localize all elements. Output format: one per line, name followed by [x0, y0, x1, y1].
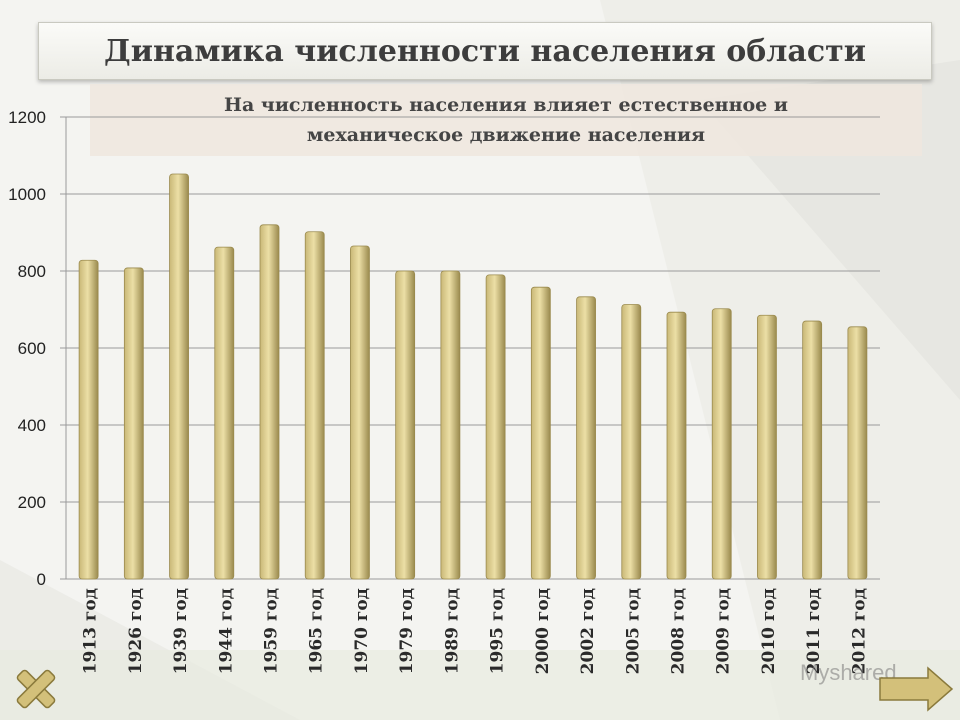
bar — [259, 224, 280, 580]
y-axis: 0 200 400 600 800 1000 1200 — [8, 108, 67, 589]
grid-lines — [66, 116, 880, 580]
bar — [576, 296, 596, 580]
subtitle-line-2: механическое движение населения — [306, 124, 706, 146]
x-tick-label: 1965 год — [307, 588, 327, 674]
bar — [304, 231, 325, 580]
x-tick-label: 1939 год — [171, 588, 191, 674]
bar — [440, 270, 461, 580]
x-tick-label: 1979 год — [397, 588, 417, 674]
y-tick-label: 1200 — [8, 108, 46, 127]
x-tick-label: 2011 год — [804, 588, 824, 674]
x-tick-label: 2002 год — [578, 588, 598, 674]
bar — [621, 304, 642, 580]
y-tick-label: 600 — [18, 339, 46, 358]
bar — [169, 173, 189, 580]
x-tick-label: 1959 год — [262, 588, 282, 674]
bar — [666, 311, 687, 580]
y-tick-label: 0 — [37, 570, 46, 589]
x-tick-label: 2009 год — [714, 588, 734, 674]
close-icon[interactable] — [8, 664, 64, 714]
x-tick-label: 2012 год — [849, 588, 869, 674]
y-tick-label: 1000 — [8, 185, 46, 204]
x-tick-label: 1989 год — [442, 588, 462, 674]
title-banner: Динамика численности населения области — [38, 22, 932, 80]
bar — [802, 320, 823, 580]
x-tick-label: 2010 год — [759, 588, 779, 674]
bar — [485, 274, 506, 580]
x-tick-label: 2000 год — [533, 588, 553, 674]
bars — [78, 173, 868, 580]
subtitle-banner: На численность населения влияет естестве… — [90, 84, 922, 156]
x-tick-label: 2008 год — [669, 588, 689, 674]
x-tick-labels: 1913 год 1926 год 1939 год 1944 год 1959 год… — [81, 588, 870, 674]
y-tick-label: 400 — [18, 416, 46, 435]
bar — [711, 308, 732, 580]
x-tick-label: 1995 год — [488, 588, 508, 674]
y-tick-label: 200 — [18, 493, 46, 512]
bar — [78, 259, 99, 580]
bar — [123, 267, 144, 580]
bar — [847, 326, 868, 580]
bar — [757, 314, 777, 580]
bar — [350, 245, 370, 580]
x-tick-label: 1926 год — [126, 588, 146, 674]
x-tick-label: 2005 год — [623, 588, 643, 674]
x-tick-label: 1970 год — [352, 588, 372, 674]
slide-title: Динамика численности населения области — [104, 33, 866, 69]
bar — [214, 246, 235, 580]
subtitle-line-1: На численность населения влияет естестве… — [224, 94, 788, 116]
bar — [395, 270, 416, 580]
arrow-right-icon[interactable] — [876, 664, 956, 714]
x-tick-label: 1944 год — [216, 588, 236, 674]
y-tick-label: 800 — [18, 262, 46, 281]
x-tick-label: 1913 год — [81, 588, 101, 674]
bar — [530, 286, 551, 580]
